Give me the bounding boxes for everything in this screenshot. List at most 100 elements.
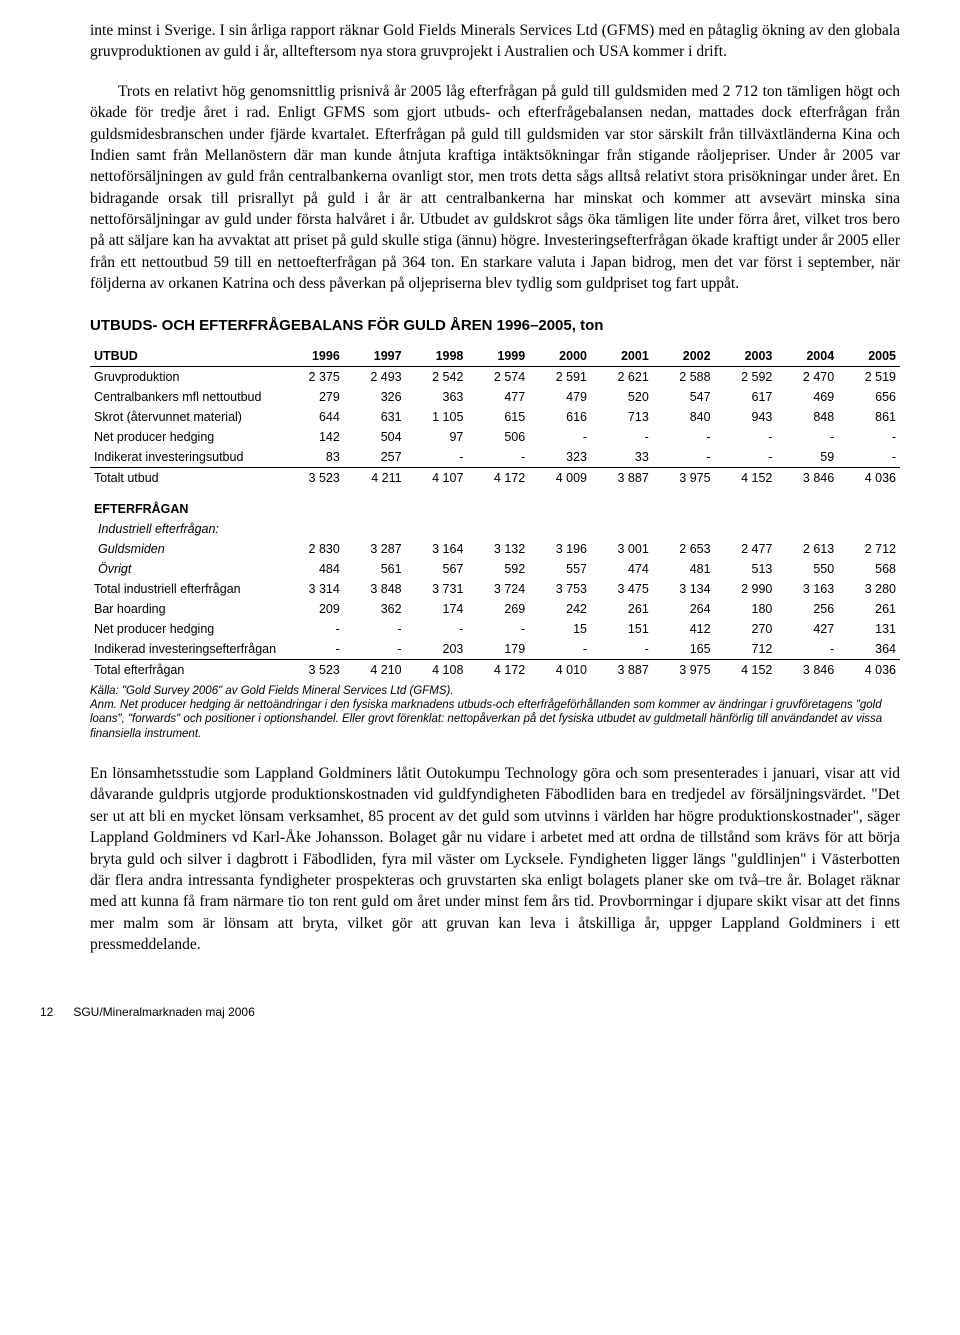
cell: 547 — [653, 387, 715, 407]
row-label: Industriell efterfrågan: — [90, 519, 900, 539]
cell: - — [467, 619, 529, 639]
cell: 2 493 — [344, 366, 406, 387]
cell: 3 887 — [591, 467, 653, 488]
cell: - — [715, 427, 777, 447]
cell: 59 — [776, 447, 838, 468]
cell: 242 — [529, 599, 591, 619]
cell: 616 — [529, 407, 591, 427]
row-label: Gruvproduktion — [90, 366, 282, 387]
cell: 484 — [282, 559, 344, 579]
cell: 513 — [715, 559, 777, 579]
col-year: 2002 — [653, 346, 715, 367]
cell: 209 — [282, 599, 344, 619]
cell: 2 375 — [282, 366, 344, 387]
cell: - — [838, 447, 900, 468]
cell: 3 753 — [529, 579, 591, 599]
cell: 142 — [282, 427, 344, 447]
cell: - — [344, 619, 406, 639]
cell: - — [529, 639, 591, 660]
row-label: Indikerad investeringsefterfrågan — [90, 639, 282, 660]
cell: 2 470 — [776, 366, 838, 387]
cell: 2 712 — [838, 539, 900, 559]
cell: 279 — [282, 387, 344, 407]
paragraph-3: En lönsamhetsstudie som Lappland Goldmin… — [90, 763, 900, 955]
cell: 3 287 — [344, 539, 406, 559]
cell: 3 724 — [467, 579, 529, 599]
row-label: Totalt utbud — [90, 467, 282, 488]
cell: 2 591 — [529, 366, 591, 387]
col-utbud: UTBUD — [90, 346, 282, 367]
cell: 2 621 — [591, 366, 653, 387]
cell: 151 — [591, 619, 653, 639]
cell: 363 — [406, 387, 468, 407]
col-year: 2003 — [715, 346, 777, 367]
cell: 15 — [529, 619, 591, 639]
cell: 33 — [591, 447, 653, 468]
cell: 3 475 — [591, 579, 653, 599]
cell: 477 — [467, 387, 529, 407]
cell: 4 210 — [344, 659, 406, 680]
cell: 4 172 — [467, 467, 529, 488]
cell: 631 — [344, 407, 406, 427]
cell: - — [282, 619, 344, 639]
col-year: 1998 — [406, 346, 468, 367]
cell: 561 — [344, 559, 406, 579]
cell: 3 134 — [653, 579, 715, 599]
cell: - — [653, 427, 715, 447]
cell: 3 846 — [776, 467, 838, 488]
cell: 2 592 — [715, 366, 777, 387]
col-year: 2001 — [591, 346, 653, 367]
cell: - — [653, 447, 715, 468]
cell: 3 846 — [776, 659, 838, 680]
cell: 592 — [467, 559, 529, 579]
cell: 506 — [467, 427, 529, 447]
cell: 4 152 — [715, 659, 777, 680]
cell: 4 108 — [406, 659, 468, 680]
cell: 4 152 — [715, 467, 777, 488]
cell: 567 — [406, 559, 468, 579]
row-label: EFTERFRÅGAN — [90, 488, 900, 519]
table-footnote: Källa: "Gold Survey 2006" av Gold Fields… — [90, 684, 900, 742]
cell: 264 — [653, 599, 715, 619]
cell: 3 280 — [838, 579, 900, 599]
cell: - — [282, 639, 344, 660]
row-label: Net producer hedging — [90, 619, 282, 639]
cell: 261 — [838, 599, 900, 619]
cell: 3 975 — [653, 659, 715, 680]
cell: 3 001 — [591, 539, 653, 559]
cell: 4 107 — [406, 467, 468, 488]
cell: 3 314 — [282, 579, 344, 599]
cell: 261 — [591, 599, 653, 619]
cell: 861 — [838, 407, 900, 427]
cell: 644 — [282, 407, 344, 427]
cell: - — [344, 639, 406, 660]
cell: 179 — [467, 639, 529, 660]
cell: 617 — [715, 387, 777, 407]
cell: 712 — [715, 639, 777, 660]
cell: 83 — [282, 447, 344, 468]
cell: 3 132 — [467, 539, 529, 559]
cell: 504 — [344, 427, 406, 447]
cell: 174 — [406, 599, 468, 619]
col-year: 1997 — [344, 346, 406, 367]
footer-source: SGU/Mineralmarknaden maj 2006 — [73, 1005, 254, 1019]
cell: 4 172 — [467, 659, 529, 680]
cell: 323 — [529, 447, 591, 468]
cell: 943 — [715, 407, 777, 427]
cell: 131 — [838, 619, 900, 639]
paragraph-2: Trots en relativt hög genomsnittlig pris… — [90, 81, 900, 295]
cell: 270 — [715, 619, 777, 639]
page-footer: 12 SGU/Mineralmarknaden maj 2006 — [40, 1005, 900, 1019]
cell: - — [776, 639, 838, 660]
cell: - — [406, 447, 468, 468]
page-number: 12 — [40, 1005, 70, 1019]
cell: 656 — [838, 387, 900, 407]
cell: 257 — [344, 447, 406, 468]
cell: 3 731 — [406, 579, 468, 599]
cell: 3 164 — [406, 539, 468, 559]
col-year: 2005 — [838, 346, 900, 367]
cell: - — [467, 447, 529, 468]
cell: - — [529, 427, 591, 447]
cell: 2 588 — [653, 366, 715, 387]
cell: 4 010 — [529, 659, 591, 680]
